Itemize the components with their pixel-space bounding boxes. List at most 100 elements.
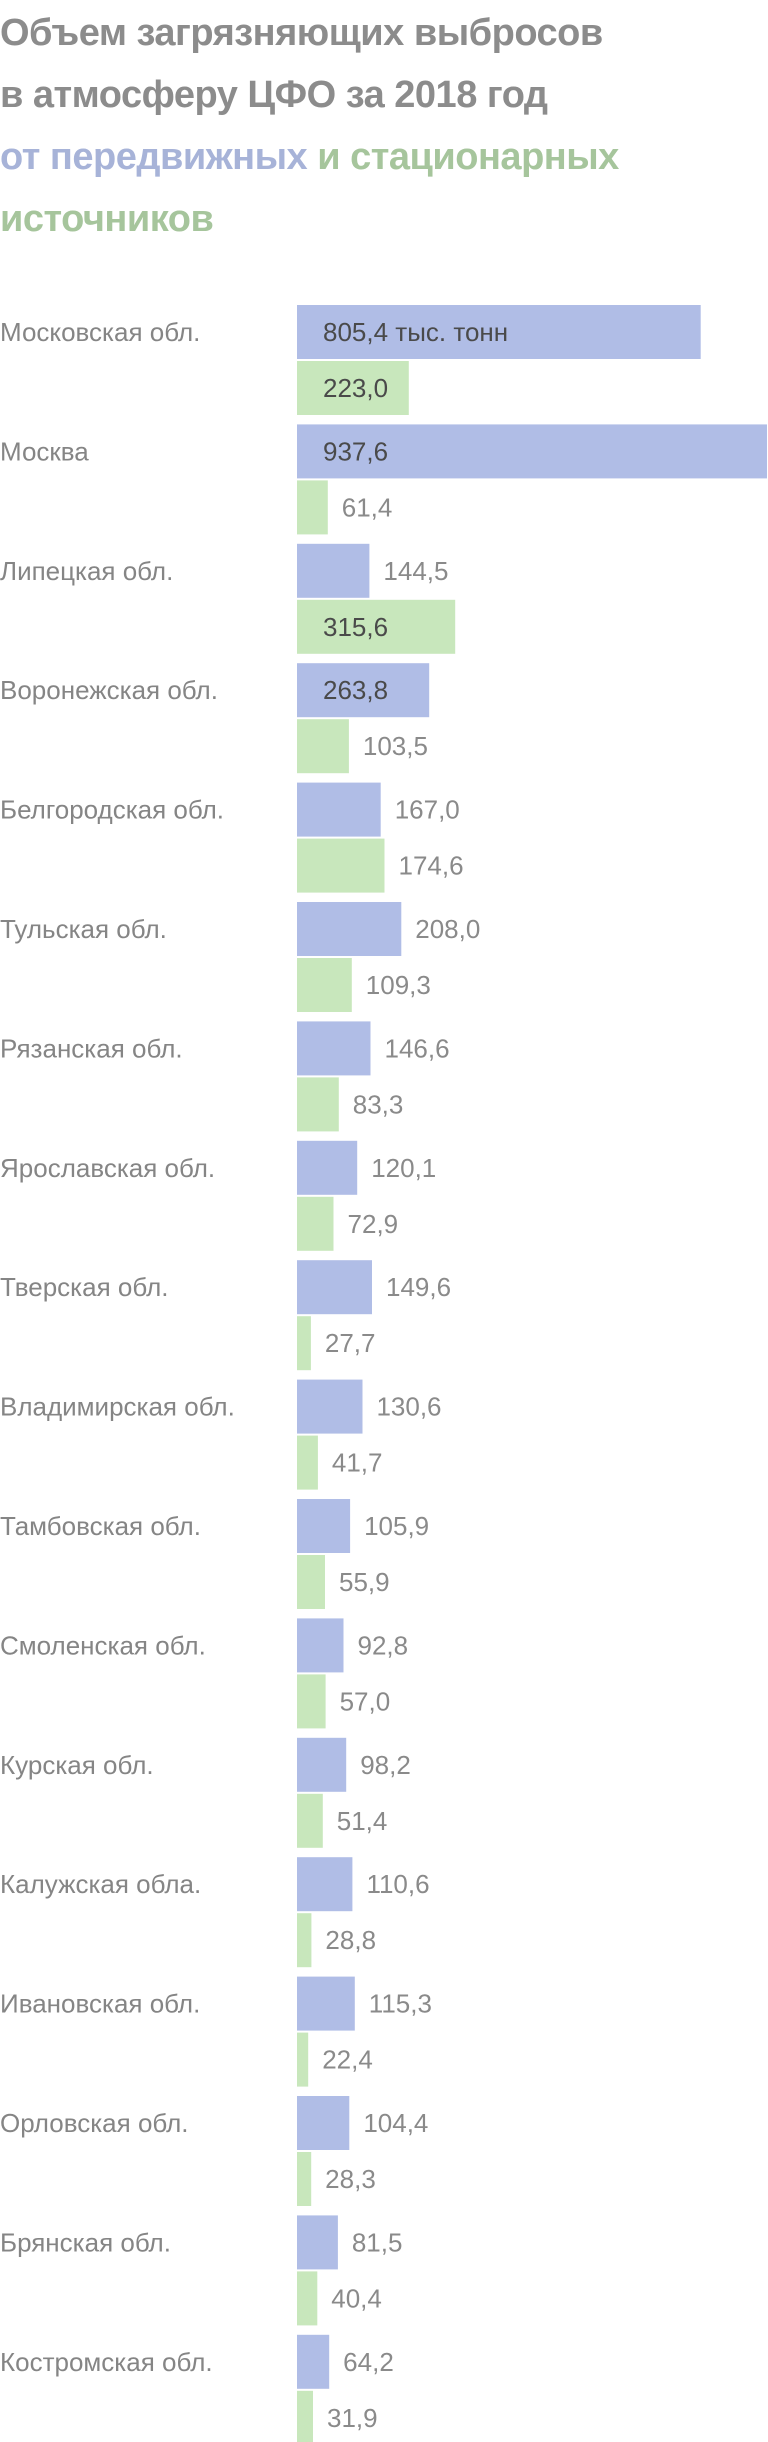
value-label-mobile: 115,3 bbox=[369, 1989, 432, 2019]
bar-mobile bbox=[297, 1737, 347, 1792]
bar-mobile bbox=[297, 2334, 330, 2389]
category-group: Воронежская обл. 263,8 103,5 bbox=[0, 663, 430, 774]
category-group: Белгородская обл. 167,0 174,6 bbox=[0, 782, 464, 893]
bar-stationary bbox=[297, 1913, 312, 1968]
category-label: Ярославская обл. bbox=[0, 1153, 215, 1183]
bar-stationary bbox=[297, 599, 456, 654]
bar-mobile bbox=[297, 1499, 351, 1553]
bar-mobile bbox=[297, 1021, 371, 1076]
title-stationary-part: стационарных bbox=[350, 136, 619, 178]
value-label-mobile: 64,2 bbox=[343, 2347, 394, 2377]
category-label: Владимирская обл. bbox=[0, 1392, 235, 1422]
category-label: Москва bbox=[0, 436, 89, 466]
bar-mobile bbox=[297, 2096, 350, 2150]
category-group: Тульская обл. 208,0 109,3 bbox=[0, 902, 480, 1012]
value-label-mobile: 149,6 bbox=[386, 1272, 451, 1302]
value-label-mobile: 104,4 bbox=[363, 2108, 428, 2138]
bar-stationary bbox=[297, 2271, 318, 2326]
bar-stationary bbox=[297, 1435, 318, 1490]
value-label-mobile: 105,9 bbox=[364, 1511, 429, 1541]
category-label: Тульская обл. bbox=[0, 914, 167, 944]
category-label: Ивановская обл. bbox=[0, 1989, 200, 2019]
value-label-stationary: 61,4 bbox=[342, 492, 393, 522]
category-label: Брянская обл. bbox=[0, 2227, 171, 2257]
title-line-1: Объем загрязняющих выбросов bbox=[0, 12, 603, 54]
value-label-mobile: 130,6 bbox=[376, 1392, 441, 1422]
bar-stationary bbox=[297, 1077, 339, 1132]
bar-mobile bbox=[297, 1140, 358, 1195]
category-group: Брянская обл. 81,5 40,4 bbox=[0, 2215, 403, 2326]
value-label-mobile: 92,8 bbox=[358, 1630, 409, 1660]
value-label-mobile: 167,0 bbox=[395, 795, 460, 825]
value-label-stationary: 55,9 bbox=[339, 1567, 390, 1597]
category-label: Белгородская обл. bbox=[0, 795, 224, 825]
category-group: Смоленская обл. 92,8 57,0 bbox=[0, 1618, 409, 1729]
value-label-stationary: 40,4 bbox=[331, 2283, 382, 2313]
value-label-mobile: 263,8 bbox=[323, 675, 388, 705]
category-group: Ярославская обл. 120,1 72,9 bbox=[0, 1140, 436, 1251]
category-group: Калужская обла. 110,6 28,8 bbox=[0, 1857, 430, 1968]
bar-stationary bbox=[297, 1196, 334, 1251]
bar-stationary bbox=[297, 719, 349, 774]
bar-stationary bbox=[297, 958, 352, 1012]
bar-stationary bbox=[297, 2152, 312, 2206]
value-label-mobile: 208,0 bbox=[415, 914, 480, 944]
category-label: Калужская обла. bbox=[0, 1869, 201, 1899]
bar-mobile bbox=[297, 305, 701, 359]
bar-mobile bbox=[297, 1976, 355, 2031]
category-group: Владимирская обл. 130,6 41,7 bbox=[0, 1379, 442, 1490]
bar-mobile bbox=[297, 424, 767, 479]
bar-stationary bbox=[297, 361, 409, 415]
chart-title: Объем загрязняющих выбросов в атмосферу … bbox=[0, 2, 768, 250]
value-label-mobile: 110,6 bbox=[366, 1869, 429, 1899]
bar-mobile bbox=[297, 1379, 363, 1434]
title-sources: источников bbox=[0, 198, 214, 240]
value-label-mobile: 937,6 bbox=[323, 436, 388, 466]
value-label-mobile: 805,4 тыс. тонн bbox=[323, 317, 508, 347]
bar-mobile bbox=[297, 1857, 353, 1912]
category-label: Воронежская обл. bbox=[0, 675, 218, 705]
bar-mobile bbox=[297, 2215, 338, 2270]
category-label: Липецкая обл. bbox=[0, 556, 173, 586]
category-group: Москва 937,6 61,4 bbox=[0, 424, 767, 535]
bar-mobile bbox=[297, 1618, 344, 1673]
category-label: Смоленская обл. bbox=[0, 1630, 206, 1660]
category-group: Тамбовская обл. 105,9 55,9 bbox=[0, 1499, 429, 1609]
value-label-stationary: 103,5 bbox=[363, 731, 428, 761]
value-label-stationary: 109,3 bbox=[366, 970, 431, 1000]
category-label: Рязанская обл. bbox=[0, 1033, 183, 1063]
value-label-mobile: 144,5 bbox=[383, 556, 448, 586]
bar-stationary bbox=[297, 1555, 325, 1609]
bar-stationary bbox=[297, 1793, 323, 1848]
category-group: Костромская обл. 64,2 31,9 bbox=[0, 2334, 394, 2442]
value-label-mobile: 120,1 bbox=[371, 1153, 436, 1183]
title-line-2: в атмосферу ЦФО за 2018 год bbox=[0, 74, 548, 116]
category-group: Тверская обл. 149,6 27,7 bbox=[0, 1260, 451, 1371]
bar-mobile bbox=[297, 663, 430, 718]
category-group: Московская обл. 805,4 тыс. тонн 223,0 bbox=[0, 305, 701, 415]
category-group: Липецкая обл. 144,5 315,6 bbox=[0, 543, 456, 654]
bar-stationary bbox=[297, 838, 385, 893]
bar-stationary bbox=[297, 2390, 313, 2442]
value-label-stationary: 315,6 bbox=[323, 612, 388, 642]
category-group: Орловская обл. 104,4 28,3 bbox=[0, 2096, 428, 2206]
value-label-stationary: 41,7 bbox=[332, 1448, 383, 1478]
value-label-stationary: 28,3 bbox=[325, 2164, 376, 2194]
value-label-stationary: 174,6 bbox=[399, 851, 464, 881]
value-label-mobile: 81,5 bbox=[352, 2227, 403, 2257]
value-label-mobile: 98,2 bbox=[360, 1750, 411, 1780]
value-label-stationary: 31,9 bbox=[327, 2403, 378, 2433]
category-label: Тверская обл. bbox=[0, 1272, 168, 1302]
value-label-stationary: 83,3 bbox=[353, 1089, 404, 1119]
bar-stationary bbox=[297, 2032, 309, 2087]
bar-stationary bbox=[297, 1674, 326, 1729]
title-joiner: и bbox=[307, 136, 351, 178]
category-label: Курская обл. bbox=[0, 1750, 154, 1780]
value-label-stationary: 223,0 bbox=[323, 373, 388, 403]
category-label: Орловская обл. bbox=[0, 2108, 189, 2138]
category-label: Тамбовская обл. bbox=[0, 1511, 201, 1541]
value-label-stationary: 27,7 bbox=[325, 1328, 376, 1358]
category-label: Костромская обл. bbox=[0, 2347, 213, 2377]
bar-stationary bbox=[297, 1316, 311, 1371]
